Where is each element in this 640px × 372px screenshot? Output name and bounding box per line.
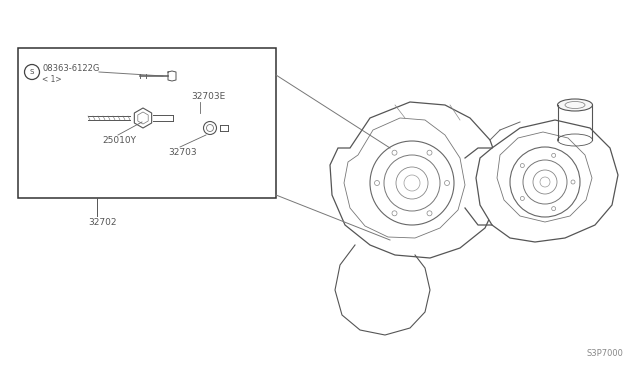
Polygon shape [330,102,500,258]
Ellipse shape [557,99,593,111]
Text: < 1>: < 1> [42,74,61,83]
Bar [18,48,276,198]
Text: 32703: 32703 [168,148,196,157]
Text: S: S [30,69,34,75]
Text: 25010Y: 25010Y [102,135,136,144]
Text: 08363-6122G: 08363-6122G [42,64,99,73]
Polygon shape [476,120,618,242]
Polygon shape [138,112,148,124]
Polygon shape [134,108,152,128]
Text: 32703E: 32703E [191,92,225,100]
Text: 32702: 32702 [88,218,116,227]
Text: S3P7000: S3P7000 [586,349,623,358]
